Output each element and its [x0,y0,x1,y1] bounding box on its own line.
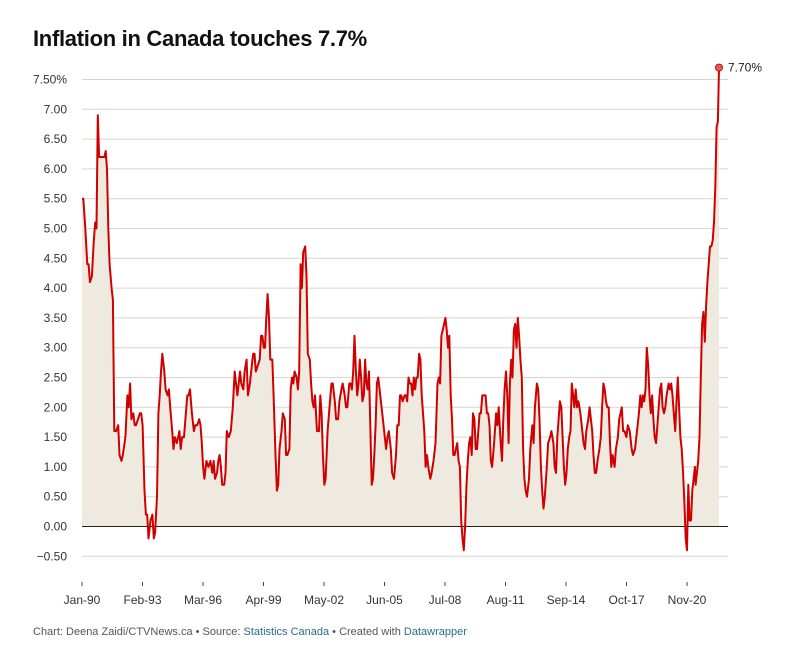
y-tick-label: 2.00 [44,400,68,414]
y-tick-label: 2.50 [44,371,68,385]
x-tick-label: Feb-93 [123,593,161,607]
y-tick-label: 4.50 [44,251,68,265]
y-tick-label: 0.50 [44,490,68,504]
y-tick-label: 0.00 [44,520,68,534]
y-tick-label: 5.50 [44,192,68,206]
y-tick-label: 4.00 [44,281,68,295]
x-tick-label: Jul-08 [429,593,462,607]
x-tick-label: Apr-99 [245,593,281,607]
series-line [82,67,720,552]
y-tick-label: 3.00 [44,341,68,355]
footer-credits: Chart: Deena Zaidi/CTVNews.ca • Source: … [33,626,467,638]
x-tick-label: Sep-14 [547,593,586,607]
y-tick-label: 1.00 [44,460,68,474]
x-tick-label: Nov-20 [668,593,707,607]
footer-prefix: Chart: Deena Zaidi/CTVNews.ca • Source: [33,626,244,638]
y-axis-labels: −0.50 0.00 0.50 1.00 1.50 2.00 2.50 3.00 3.50 4.0… [33,73,67,564]
y-tick-label: 1.50 [44,430,68,444]
y-tick-label: 7.00 [44,102,68,116]
y-tick-label: 7.50% [33,73,67,87]
y-tick-label: 6.00 [44,162,68,176]
x-tick-label: Mar-96 [184,593,222,607]
area-fill [82,67,719,551]
x-tick-label: Jun-05 [366,593,403,607]
y-tick-label: 6.50 [44,132,68,146]
source-link[interactable]: Statistics Canada [243,626,330,638]
x-tick-label: May-02 [304,593,344,607]
last-value-marker [715,63,723,72]
y-tick-label: 5.00 [44,222,68,236]
chart-title: Inflation in Canada touches 7.7% [33,26,367,51]
x-tick-label: Jan-90 [64,593,101,607]
y-tick-label: 3.50 [44,311,68,325]
x-tick-label: Oct-17 [608,593,644,607]
datawrapper-link[interactable]: Datawrapper [403,626,467,638]
footer-middle: • Created with [329,626,404,638]
x-tick-label: Aug-11 [487,593,525,607]
last-value-label: 7.70% [728,61,762,75]
x-axis: Jan-90 Feb-93 Mar-96 Apr-99 May-02 Jun-05 Jul-… [64,582,707,607]
y-tick-label: −0.50 [37,549,68,563]
